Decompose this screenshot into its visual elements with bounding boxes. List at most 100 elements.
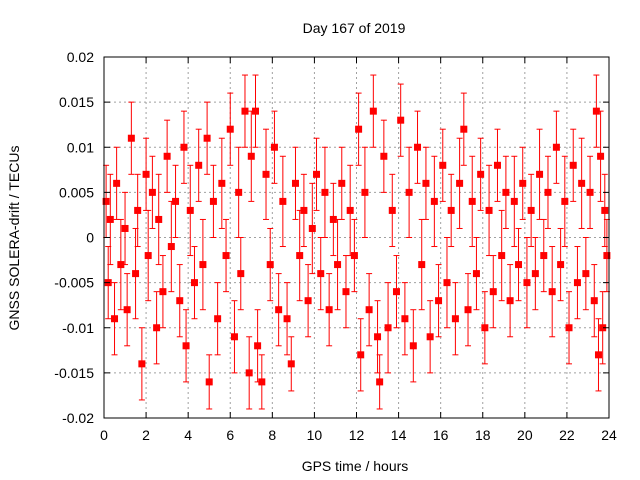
data-point — [291, 179, 299, 187]
data-point — [218, 179, 226, 187]
data-point — [515, 261, 523, 269]
y-tick-label: 0.02 — [67, 49, 94, 65]
data-point — [586, 188, 594, 196]
data-point — [214, 315, 222, 323]
data-point — [435, 297, 443, 305]
data-point — [498, 252, 506, 260]
data-point — [163, 152, 171, 160]
x-tick-label: 12 — [349, 427, 365, 443]
data-point — [321, 188, 329, 196]
data-point — [481, 324, 489, 332]
data-point — [493, 161, 501, 169]
data-point — [519, 179, 527, 187]
data-point — [357, 351, 365, 359]
data-point — [489, 288, 497, 296]
y-tick-label: 0 — [86, 230, 94, 246]
data-point — [392, 288, 400, 296]
data-point — [451, 315, 459, 323]
data-point — [279, 197, 287, 205]
data-point — [258, 378, 266, 386]
data-point — [544, 188, 552, 196]
data-point — [304, 297, 312, 305]
data-point — [601, 206, 609, 214]
data-point — [510, 197, 518, 205]
data-point — [195, 161, 203, 169]
data-point — [329, 215, 337, 223]
data-point — [472, 270, 480, 278]
data-point — [599, 324, 607, 332]
data-point — [262, 170, 270, 178]
data-point — [592, 107, 600, 115]
data-point — [134, 206, 142, 214]
data-point — [365, 306, 373, 314]
data-point — [355, 125, 363, 133]
data-point — [464, 306, 472, 314]
data-point — [380, 152, 388, 160]
data-point — [409, 342, 417, 350]
y-axis-label: GNSS SOLERA-drift / TECUs — [6, 146, 22, 331]
data-point — [361, 188, 369, 196]
y-tick-label: 0.01 — [67, 139, 94, 155]
data-point — [172, 197, 180, 205]
data-point — [121, 224, 129, 232]
data-point — [180, 143, 188, 151]
data-point — [287, 360, 295, 368]
data-point — [317, 270, 325, 278]
data-point — [594, 351, 602, 359]
data-point — [439, 161, 447, 169]
data-point — [148, 188, 156, 196]
data-point — [414, 143, 422, 151]
x-tick-label: 14 — [391, 427, 407, 443]
x-tick-label: 22 — [559, 427, 575, 443]
x-tick-label: 20 — [517, 427, 533, 443]
data-point — [300, 206, 308, 214]
x-tick-label: 4 — [184, 427, 192, 443]
data-point — [153, 324, 161, 332]
data-point — [123, 306, 131, 314]
data-point — [117, 261, 125, 269]
data-point — [325, 306, 333, 314]
data-point — [531, 270, 539, 278]
chart-title: Day 167 of 2019 — [303, 20, 406, 36]
y-tick-label: -0.015 — [54, 365, 94, 381]
y-tick-label: 0.015 — [59, 94, 94, 110]
data-point — [540, 252, 548, 260]
data-point — [536, 170, 544, 178]
data-point — [205, 378, 213, 386]
data-point — [456, 179, 464, 187]
data-point — [235, 188, 243, 196]
data-point — [422, 179, 430, 187]
data-point — [523, 279, 531, 287]
data-point — [176, 297, 184, 305]
data-point — [552, 143, 560, 151]
data-point — [106, 215, 114, 223]
data-point — [296, 252, 304, 260]
data-point — [182, 342, 190, 350]
data-point — [142, 170, 150, 178]
data-point — [230, 333, 238, 341]
data-point — [401, 315, 409, 323]
data-point — [245, 369, 253, 377]
data-point — [132, 270, 140, 278]
data-point — [590, 297, 598, 305]
data-point — [374, 333, 382, 341]
data-point — [418, 261, 426, 269]
data-point — [477, 170, 485, 178]
data-point — [569, 161, 577, 169]
data-point — [548, 288, 556, 296]
x-tick-label: 24 — [601, 427, 617, 443]
data-point — [222, 252, 230, 260]
data-point — [241, 107, 249, 115]
data-point — [369, 107, 377, 115]
x-tick-label: 16 — [433, 427, 449, 443]
data-point — [447, 206, 455, 214]
data-point — [527, 206, 535, 214]
data-point — [313, 170, 321, 178]
y-tick-label: 0.005 — [59, 184, 94, 200]
data-point — [186, 206, 194, 214]
data-point — [338, 179, 346, 187]
y-tick-label: -0.02 — [62, 410, 94, 426]
data-point — [127, 134, 135, 142]
data-point — [334, 261, 342, 269]
data-point — [237, 270, 245, 278]
